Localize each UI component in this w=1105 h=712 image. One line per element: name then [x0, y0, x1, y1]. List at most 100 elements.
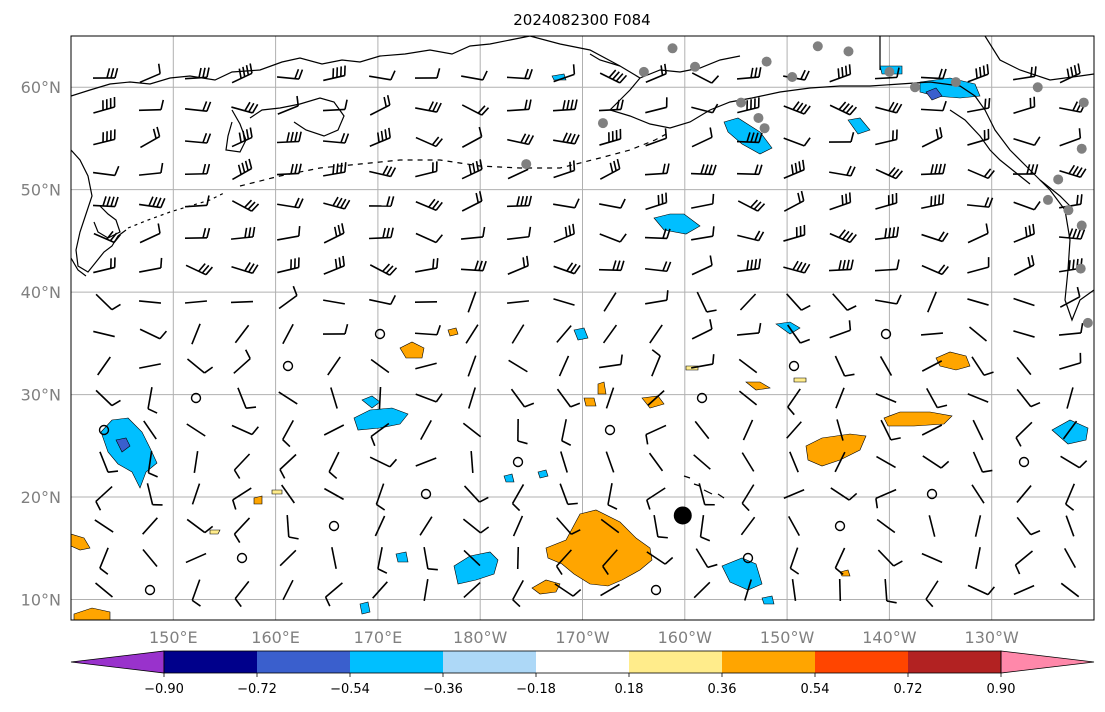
- coastline-siberia-kamchatka: [71, 36, 531, 97]
- wind-barb: [921, 231, 949, 243]
- coastline-alaska-west: [589, 53, 741, 79]
- wind-barb: [600, 583, 620, 597]
- wind-barb: [323, 255, 345, 275]
- wind-barb: [553, 262, 581, 275]
- wind-barb: [330, 387, 338, 409]
- wind-barb: [282, 579, 294, 601]
- wind-barb: [512, 579, 524, 608]
- station-dot: [1082, 317, 1093, 328]
- wind-barb: [649, 324, 663, 344]
- wind-barb: [423, 579, 429, 601]
- positive-anomaly-area: [883, 411, 953, 427]
- wind-barb: [737, 230, 765, 242]
- wind-barb: [94, 519, 114, 533]
- wind-barb: [467, 291, 477, 313]
- colorbar-tick-label: −0.72: [237, 682, 277, 697]
- wind-barb: [1013, 136, 1041, 147]
- wind-barb: [736, 322, 762, 336]
- wind-barb: [506, 226, 532, 241]
- wind-barb: [415, 101, 442, 113]
- wind-barb: [415, 362, 437, 370]
- wind-barb: [787, 515, 801, 537]
- wind-barb: [967, 168, 995, 180]
- coastline-japan: [71, 205, 121, 277]
- wind-barb: [789, 547, 800, 575]
- wind-barb: [553, 198, 580, 209]
- wind-barb: [328, 451, 340, 480]
- wind-barb: [556, 517, 581, 535]
- wind-barb: [1015, 421, 1033, 447]
- lat-tick-label: 20°N: [21, 488, 61, 507]
- wind-barb: [791, 578, 797, 602]
- negative-anomaly-area: [100, 417, 158, 489]
- wind-barb: [1058, 228, 1086, 240]
- wind-barb: [93, 97, 116, 114]
- station-dot: [761, 56, 772, 67]
- wind-barb: [184, 227, 211, 239]
- wind-barb: [99, 547, 109, 575]
- wind-barb: [92, 165, 120, 177]
- wind-barb: [231, 127, 253, 148]
- station-dot: [690, 61, 701, 72]
- wind-barb: [879, 356, 893, 376]
- wind-barb: [598, 260, 625, 272]
- positive-anomaly-area: [641, 395, 665, 409]
- wind-barb: [921, 552, 943, 564]
- wind-barbs: [92, 63, 1088, 608]
- colorbar-segment: [815, 651, 909, 673]
- wind-barb: [925, 580, 939, 608]
- calm-wind-circle: [328, 520, 340, 532]
- colorbar-tick-label: 0.72: [894, 682, 923, 697]
- wind-barb: [922, 455, 950, 469]
- wind-barb: [737, 199, 766, 212]
- wind-barb: [1059, 101, 1086, 113]
- wind-barb: [369, 456, 398, 468]
- negative-anomaly-area: [1051, 419, 1089, 445]
- wind-barb: [829, 101, 858, 116]
- calm-wind-circle: [604, 424, 616, 436]
- wind-barb: [372, 581, 388, 599]
- wind-barb: [191, 579, 201, 607]
- wind-barb: [230, 226, 256, 240]
- wind-barb: [739, 293, 757, 311]
- wind-barb: [920, 332, 944, 336]
- lat-tick-label: 50°N: [21, 181, 61, 200]
- wind-barb: [1059, 63, 1081, 84]
- wind-barb: [186, 358, 214, 374]
- colorbar-segment: [536, 651, 630, 673]
- wind-barb: [968, 326, 988, 342]
- wind-barb: [511, 484, 525, 512]
- wind-barb: [461, 126, 483, 148]
- wind-barb: [920, 163, 946, 176]
- wind-barb: [323, 424, 345, 436]
- lat-tick-label: 60°N: [21, 78, 61, 97]
- wind-barb: [921, 424, 943, 436]
- colorbar-frame: [163, 650, 1002, 674]
- wind-barb: [967, 393, 989, 403]
- wind-barb: [875, 192, 898, 210]
- wind-barb: [233, 453, 251, 479]
- wind-barb: [184, 132, 212, 144]
- wind-barb: [142, 517, 158, 535]
- calm-wind-circle: [696, 392, 708, 404]
- wind-barb: [234, 580, 250, 608]
- wind-barb: [552, 99, 578, 112]
- wind-barb: [554, 583, 582, 597]
- calm-wind-circle: [880, 328, 892, 340]
- wind-barb: [93, 257, 116, 274]
- lon-tick-label: 150°W: [760, 628, 815, 647]
- colorbar-segment: [722, 651, 816, 673]
- wind-barb: [370, 422, 390, 447]
- negative-anomaly-area: [847, 117, 871, 135]
- wind-barb: [967, 97, 991, 113]
- wind-barb: [470, 450, 474, 474]
- wind-barb: [99, 451, 119, 474]
- wind-barb: [646, 551, 674, 565]
- colorbar-tick-label: 0.18: [615, 682, 644, 697]
- wind-barb: [512, 515, 524, 537]
- coastline-alaska: [529, 36, 1094, 322]
- wind-barb: [603, 292, 617, 312]
- wind-barb: [277, 95, 300, 115]
- shaded-anomalies: [71, 65, 1089, 620]
- longitude-labels: 150°E 160°E 170°E 180°W 170°W 160°W 150°W 140°W…: [149, 628, 1019, 647]
